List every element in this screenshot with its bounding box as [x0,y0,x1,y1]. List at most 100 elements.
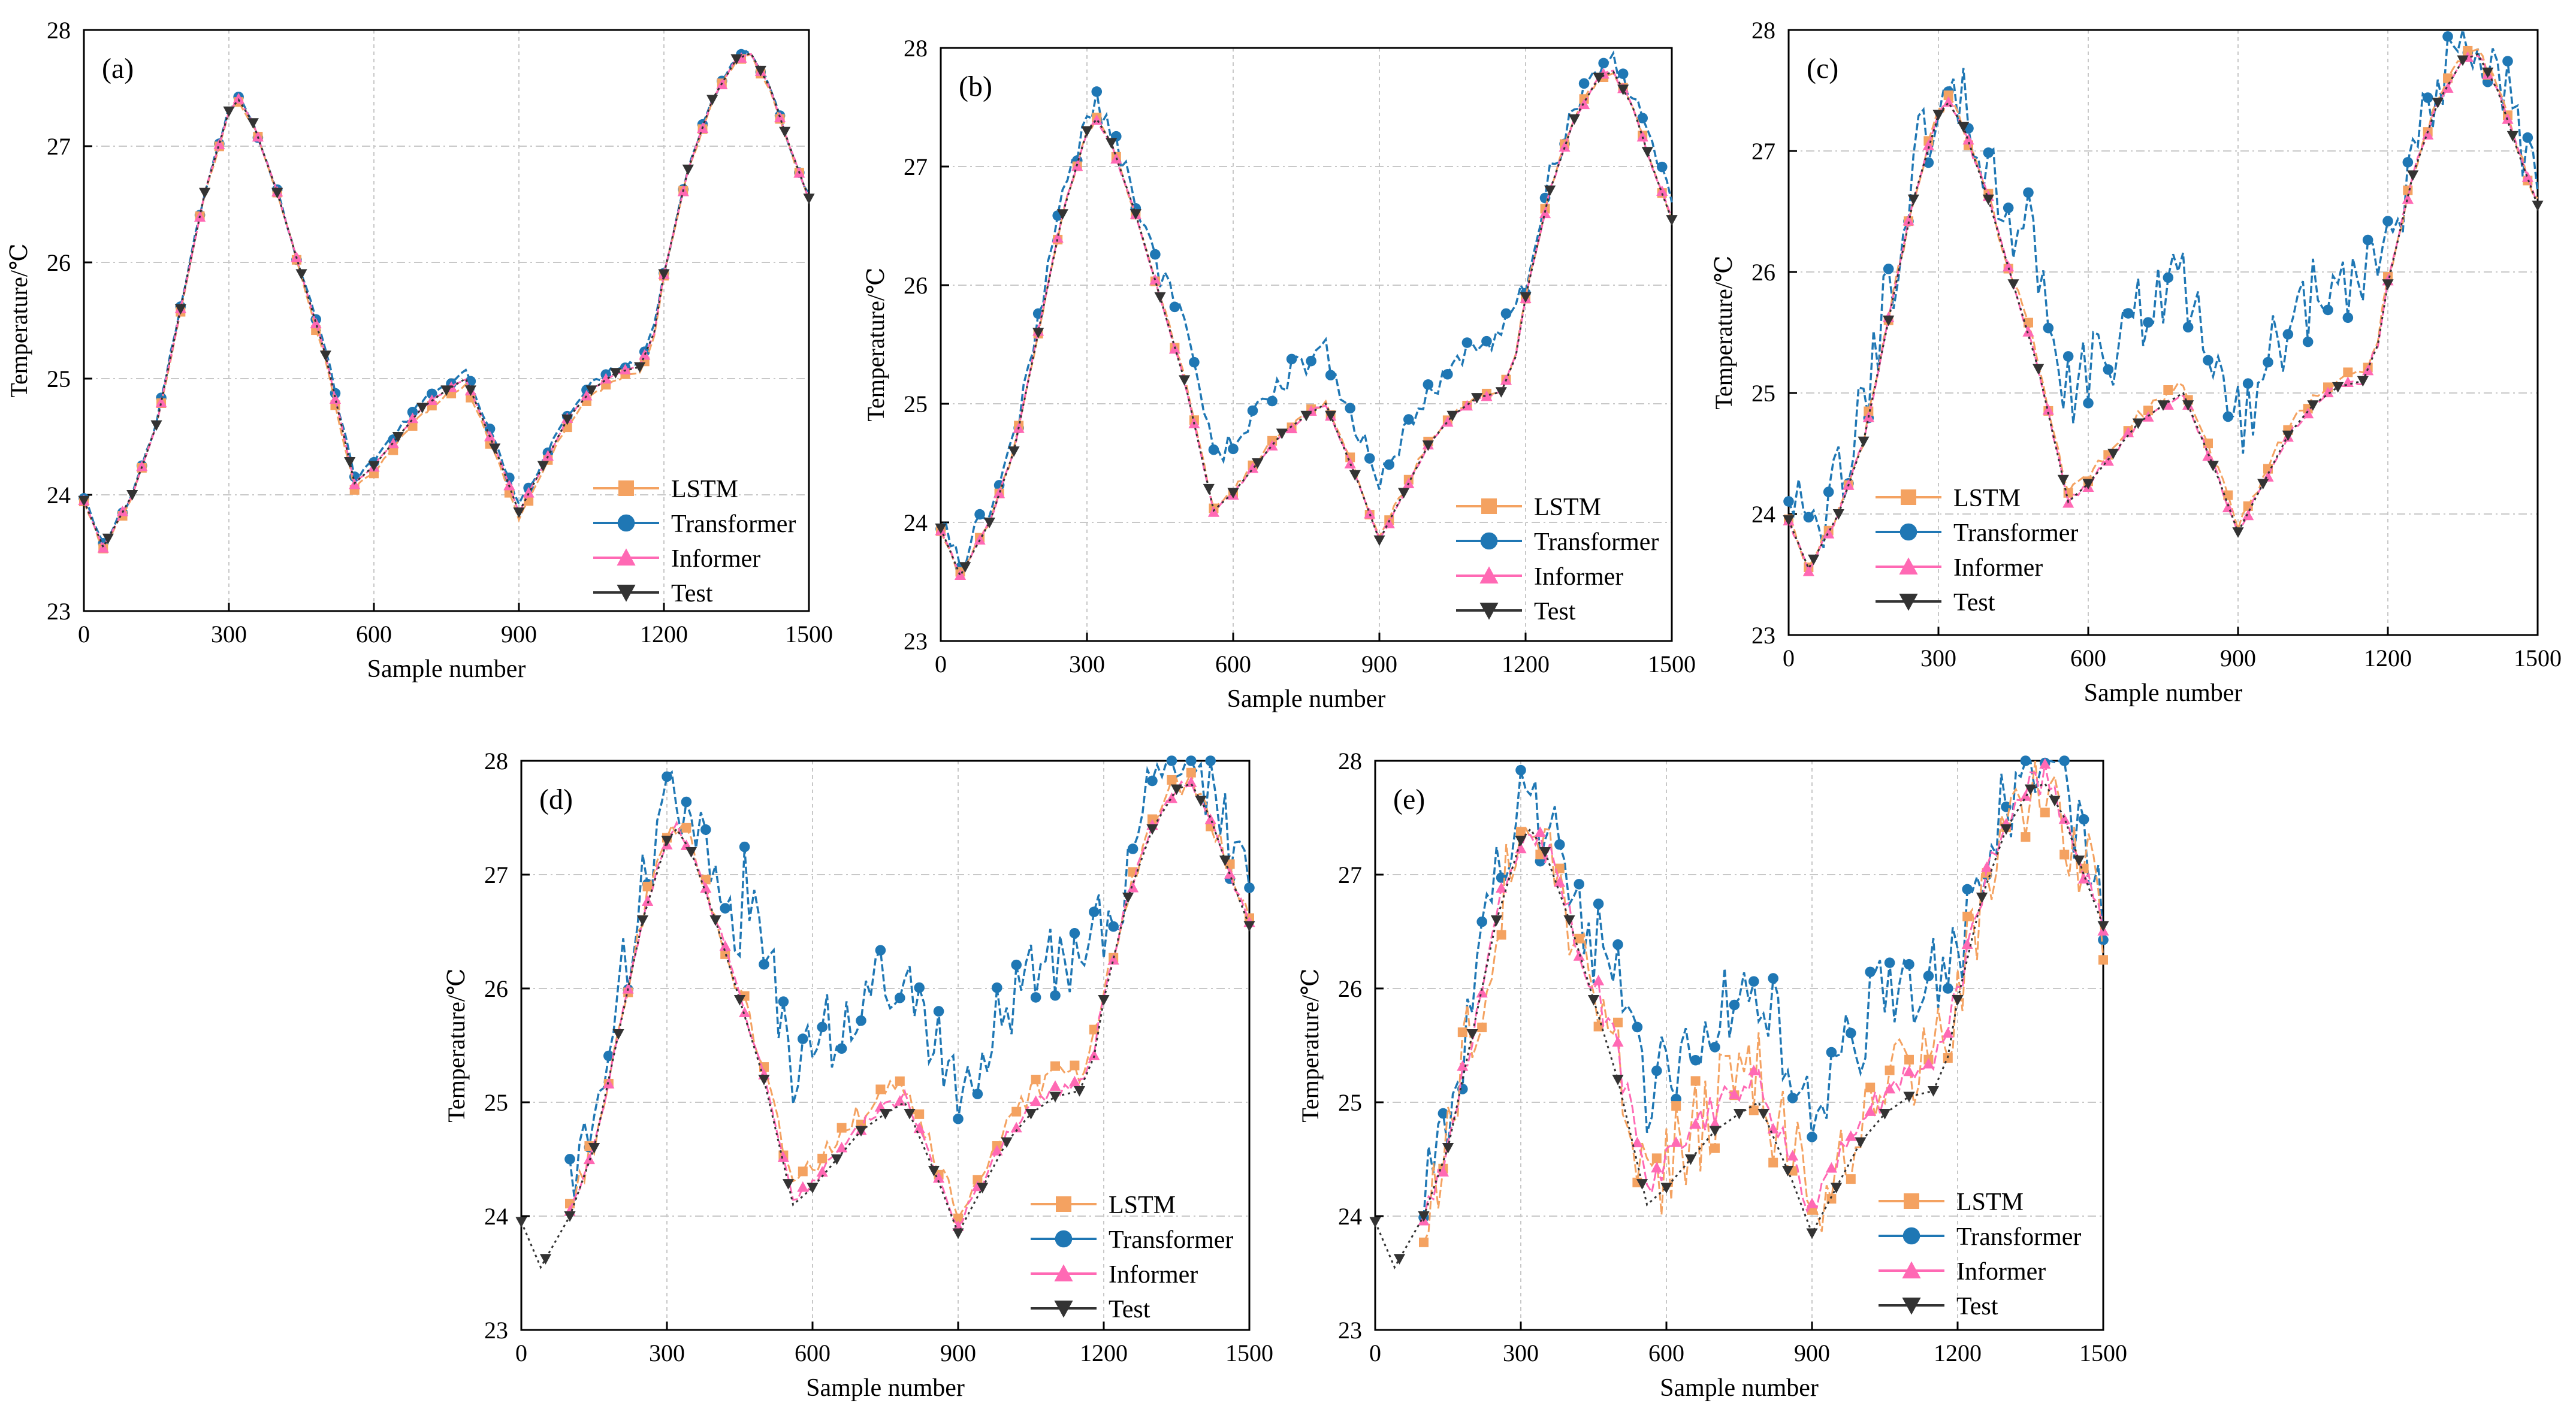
series-marker-test [1252,458,1264,469]
y-tick-label: 28 [484,748,508,775]
x-tick-label: 300 [1503,1340,1539,1366]
series-marker-transformer [933,1006,944,1017]
series-marker-lstm [914,1109,925,1119]
series-marker-transformer [2182,322,2194,332]
y-tick-label: 24 [904,509,928,536]
series-marker-test [513,507,525,518]
series-marker-lstm [1613,1017,1623,1027]
series-marker-informer [1049,1080,1061,1091]
series-marker-informer [1942,1027,1954,1038]
series-marker-informer [1165,792,1177,803]
legend-label-informer: Informer [1109,1261,1198,1289]
legend-label-test: Test [1956,1293,1998,1320]
series-marker-transformer [2163,272,2174,283]
series-marker-test [1300,410,1312,422]
y-tick-label: 26 [1338,975,1362,1002]
legend-marker-lstm [1904,1193,1919,1209]
series-marker-test [2332,382,2344,393]
series-marker-test [928,1166,940,1177]
series-marker-informer [1884,1083,1896,1094]
y-tick-label: 24 [1751,501,1775,528]
series-marker-lstm [2343,367,2353,377]
series-marker-lstm [1419,1237,1429,1247]
series-marker-transformer [1554,839,1565,850]
series-marker-test [2097,921,2109,932]
series-marker-test [1958,122,1970,133]
series-marker-test [1982,194,1994,205]
legend-marker-transformer [617,514,635,532]
x-tick-label: 1200 [1502,651,1550,678]
series-marker-transformer [2222,411,2234,422]
series-marker-test [1495,387,1507,398]
series-marker-test [2000,824,2012,835]
series-marker-test [1757,1109,1769,1120]
series-marker-lstm [817,1153,828,1163]
series-marker-informer [1823,528,1835,539]
series-marker-test [537,461,549,472]
plot-frame [940,47,1673,642]
series-marker-transformer [1189,356,1200,368]
x-tick-label: 1500 [1225,1340,1273,1366]
series-marker-test [1130,209,1141,220]
series-marker-transformer [759,959,769,970]
series-marker-transformer [1306,355,1316,367]
series-marker-test [1641,147,1653,158]
series-marker-test [561,414,573,425]
series-marker-test [102,533,114,545]
series-marker-lstm [798,1166,808,1177]
series-marker-test [1903,1091,1915,1103]
series-marker-test [2024,784,2037,796]
x-tick-label: 600 [356,621,392,648]
y-tick-label: 26 [904,272,928,299]
series-marker-informer [700,882,712,893]
series-marker-lstm [895,1076,905,1086]
y-tick-label: 23 [904,628,928,655]
series-marker-test [539,1254,552,1265]
series-marker-transformer [1186,755,1197,766]
series-marker-transformer [720,903,730,914]
series-marker-test [1907,194,1919,205]
x-tick-label: 300 [1069,651,1105,678]
series-marker-test [1471,393,1483,404]
series-marker-informer [1204,814,1216,824]
series-marker-transformer [1710,1042,1720,1053]
series-marker-informer [1185,776,1197,787]
series-marker-transformer [1923,970,1934,981]
series-marker-lstm [1826,1194,1837,1204]
series-marker-test [1146,824,1158,835]
series-marker-lstm [1651,1153,1662,1163]
series-marker-test [2082,479,2094,490]
series-marker-informer [739,1006,751,1018]
series-marker-test [1733,1109,1745,1120]
series-marker-informer [719,940,731,951]
series-marker-informer [2078,873,2090,884]
series-marker-test [1398,488,1410,499]
series-marker-transformer [1904,959,1914,970]
series-marker-lstm [2443,73,2453,83]
series-marker-test [779,126,791,138]
legend-label-test: Test [671,580,713,607]
series-marker-transformer [2103,364,2114,375]
series-marker-transformer [2323,304,2333,316]
series-marker-transformer [2062,351,2074,362]
series-marker-transformer [2059,755,2070,766]
series-marker-informer [619,364,632,374]
y-tick-label: 23 [1338,1317,1362,1344]
series-marker-test [733,995,746,1006]
series-marker-transformer [1690,1054,1701,1066]
series-marker-test [440,385,452,396]
series-marker-transformer [1883,264,1894,274]
series-marker-lstm [1593,1021,1603,1032]
x-axis-label: Sample number [1660,1374,1819,1402]
series-marker-informer [1476,987,1488,998]
series-marker-transformer [1438,1108,1449,1119]
legend-marker-informer [1479,566,1499,583]
y-tick-label: 26 [1751,259,1775,286]
series-marker-transformer [1247,405,1258,416]
series-marker-test [2107,449,2119,459]
x-tick-label: 600 [1648,1340,1684,1366]
y-tick-label: 25 [1338,1089,1362,1116]
series-marker-transformer [2302,336,2314,347]
series-marker-transformer [895,992,905,1003]
